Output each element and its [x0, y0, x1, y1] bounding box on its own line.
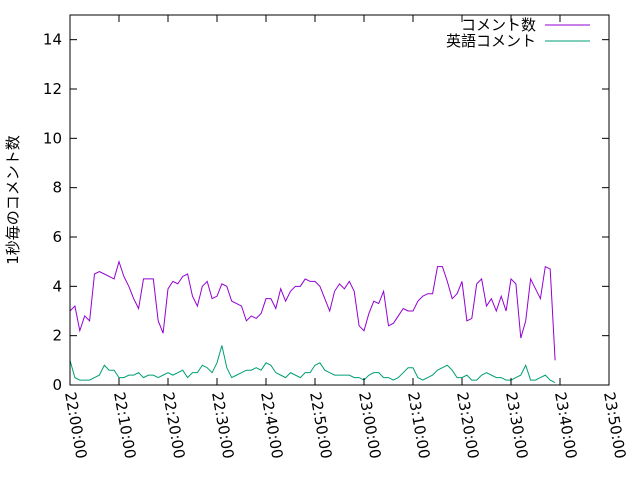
y-tick-label: 8 — [52, 179, 62, 197]
y-tick-label: 12 — [43, 80, 62, 98]
legend-label: コメント数 — [461, 16, 536, 34]
y-axis-label: 1秒毎のコメント数 — [4, 135, 22, 265]
legend-label: 英語コメント — [446, 32, 536, 50]
y-tick-label: 14 — [43, 31, 62, 49]
y-tick-label: 0 — [52, 376, 62, 394]
series-line-2 — [69, 345, 556, 383]
y-tick-label: 4 — [52, 277, 62, 295]
y-tick-label: 10 — [43, 129, 62, 147]
y-tick-label: 6 — [52, 228, 62, 246]
series-line-1 — [69, 259, 556, 361]
plot-frame — [69, 14, 610, 386]
y-tick-label: 2 — [52, 327, 62, 345]
